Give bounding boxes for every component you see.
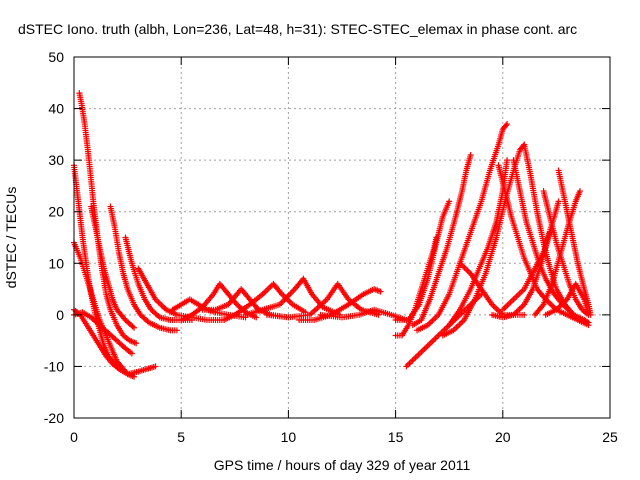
data-point (133, 340, 140, 347)
data-point (131, 324, 138, 331)
data-point (555, 198, 562, 205)
data-series-5 (71, 309, 135, 357)
grid (74, 57, 610, 418)
y-tick-label: 40 (48, 101, 64, 117)
x-tick-label: 10 (281, 429, 297, 445)
data-point (579, 317, 586, 324)
data-point (128, 350, 135, 357)
data-point (377, 288, 384, 295)
x-tick-label: 15 (388, 429, 404, 445)
axis-ticks: 0 5 10 15 20 25 -20 -10 0 10 20 30 40 50 (44, 49, 618, 445)
x-tick-label: 20 (495, 429, 511, 445)
data-point (585, 319, 592, 326)
data-series-22 (414, 121, 511, 334)
y-tick-label: -20 (44, 410, 64, 426)
chart-title: dSTEC Iono. truth (albh, Lon=236, Lat=48… (18, 21, 577, 37)
data-point (253, 314, 260, 321)
data-point (446, 198, 453, 205)
data-point (504, 157, 511, 164)
data-series-29 (521, 141, 586, 324)
data-series-6 (88, 203, 138, 331)
data-series-7 (107, 203, 180, 334)
y-tick-label: 50 (48, 49, 64, 65)
data-point (521, 311, 528, 318)
data-point (173, 327, 180, 334)
data-point (504, 121, 511, 128)
x-tick-label: 25 (602, 429, 618, 445)
x-tick-label: 5 (177, 429, 185, 445)
x-tick-label: 0 (70, 429, 78, 445)
data-series-4 (71, 306, 159, 378)
data-series-9 (135, 265, 228, 324)
y-axis-label: dSTEC / TECUs (3, 187, 19, 289)
data-point (503, 122, 510, 129)
data-series-31 (531, 188, 583, 318)
data-point (576, 188, 583, 195)
x-axis-label: GPS time / hours of day 329 of year 2011 (214, 457, 471, 473)
y-tick-label: 20 (48, 204, 64, 220)
y-tick-label: 30 (48, 152, 64, 168)
y-tick-label: 10 (48, 255, 64, 271)
data-series-21 (409, 151, 474, 329)
data-point (585, 311, 592, 318)
y-tick-label: 0 (56, 307, 64, 323)
data-point (467, 151, 474, 158)
plot-frame (73, 56, 611, 419)
data-point (546, 229, 553, 236)
data-series-34 (499, 229, 553, 313)
plot-area (71, 90, 594, 380)
y-tick-label: -10 (44, 358, 64, 374)
data-series-20 (392, 198, 453, 324)
data-point (152, 363, 159, 370)
data-point (131, 373, 138, 380)
data-series-33 (542, 280, 592, 318)
